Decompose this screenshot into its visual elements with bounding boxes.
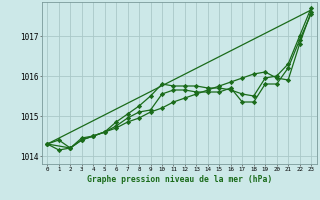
X-axis label: Graphe pression niveau de la mer (hPa): Graphe pression niveau de la mer (hPa) — [87, 175, 272, 184]
